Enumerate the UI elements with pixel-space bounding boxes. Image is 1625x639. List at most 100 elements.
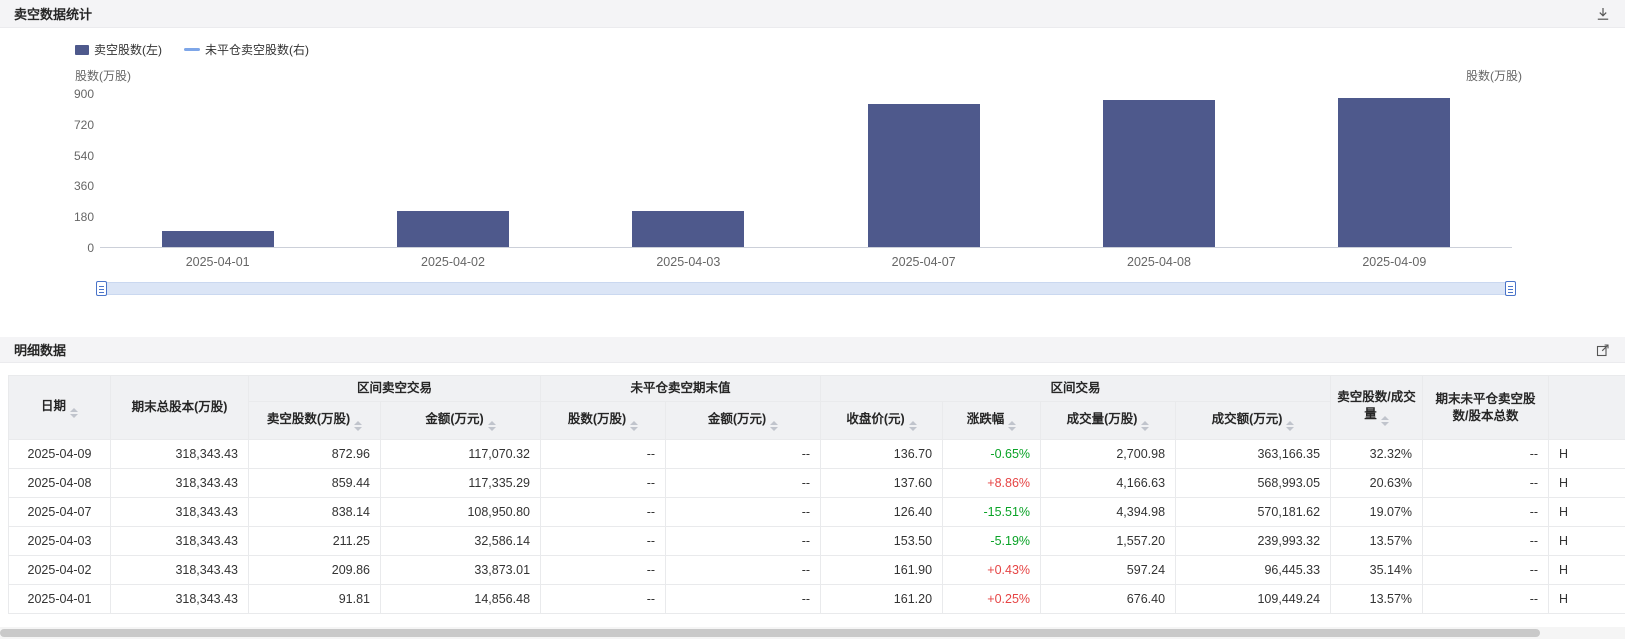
cell-volume: 4,394.98 bbox=[1040, 497, 1177, 527]
detail-data-table-container: 日期 期末总股本(万股) 区间卖空交易 未平仓卖空期末值 区间交易 卖空股数/成交量 期末未… bbox=[8, 375, 1625, 620]
y-tick-label: 540 bbox=[73, 148, 94, 163]
x-axis-label: 2025-04-08 bbox=[1127, 255, 1191, 269]
sort-icon[interactable] bbox=[1008, 420, 1017, 431]
cell-short_shares: 91.81 bbox=[248, 584, 381, 614]
sort-icon[interactable] bbox=[1380, 415, 1389, 426]
cell-total_capital: 318,343.43 bbox=[110, 497, 249, 527]
col-header-open_to_capital: 期末未平仓卖空股数/股本总数 bbox=[1422, 375, 1550, 440]
cell-close_price: 126.40 bbox=[820, 497, 944, 527]
download-icon[interactable] bbox=[1595, 6, 1611, 22]
chart-panel-title: 卖空数据统计 bbox=[14, 7, 93, 22]
cell-short_amount: 14,856.48 bbox=[379, 584, 542, 614]
cell-extra: H bbox=[1548, 555, 1625, 585]
cell-turnover: 109,449.24 bbox=[1175, 584, 1332, 614]
col-header-turnover[interactable]: 成交额(万元) bbox=[1175, 401, 1332, 440]
bar-2025-04-02 bbox=[397, 211, 509, 247]
legend-label: 未平仓卖空股数(右) bbox=[205, 43, 309, 57]
cell-open_amount: -- bbox=[665, 584, 822, 614]
col-header-open_amount[interactable]: 金额(万元) bbox=[665, 401, 822, 440]
cell-short_shares: 838.14 bbox=[248, 497, 381, 527]
cell-change_pct: -5.19% bbox=[942, 526, 1042, 556]
bar-2025-04-08 bbox=[1103, 100, 1215, 247]
cell-turnover: 239,993.32 bbox=[1175, 526, 1332, 556]
table-panel-title: 明细数据 bbox=[14, 343, 67, 358]
cell-date: 2025-04-02 bbox=[8, 555, 111, 585]
x-axis-label: 2025-04-01 bbox=[185, 255, 250, 269]
cell-short_shares: 209.86 bbox=[248, 555, 381, 585]
cell-short_shares: 211.25 bbox=[248, 526, 381, 556]
cell-close_price: 136.70 bbox=[820, 439, 944, 469]
col-header-label: 金额(万元) bbox=[707, 411, 767, 426]
x-axis-label: 2025-04-02 bbox=[421, 255, 485, 269]
y-axis-name-right: 股数(万股) bbox=[1466, 69, 1522, 83]
cell-volume: 1,557.20 bbox=[1040, 526, 1177, 556]
col-header-short_to_volume[interactable]: 卖空股数/成交量 bbox=[1330, 375, 1424, 440]
cell-short_to_volume: 13.57% bbox=[1330, 584, 1424, 614]
sort-icon[interactable] bbox=[908, 420, 917, 431]
cell-open_shares: -- bbox=[540, 526, 667, 556]
cell-open_amount: -- bbox=[665, 439, 822, 469]
cell-short_to_volume: 32.32% bbox=[1330, 439, 1424, 469]
sort-icon[interactable] bbox=[70, 407, 78, 418]
col-group-header-2: 区间交易 bbox=[820, 375, 1332, 402]
col-header-short_shares[interactable]: 卖空股数(万股) bbox=[248, 401, 381, 440]
cell-total_capital: 318,343.43 bbox=[110, 468, 249, 498]
chart-datazoom-slider[interactable] bbox=[96, 281, 1516, 296]
cell-turnover: 568,993.05 bbox=[1175, 468, 1332, 498]
legend-item-open-short-shares[interactable]: 未平仓卖空股数(右) bbox=[184, 41, 309, 58]
col-header-total_capital: 期末总股本(万股) bbox=[110, 375, 249, 440]
sort-icon[interactable] bbox=[487, 420, 496, 431]
horizontal-scrollbar-thumb[interactable] bbox=[0, 629, 1540, 637]
table-row: 2025-04-07 318,343.43 838.14 108,950.80 -- --… bbox=[8, 497, 1625, 527]
cell-open_amount: -- bbox=[665, 468, 822, 498]
cell-close_price: 161.90 bbox=[820, 555, 944, 585]
cell-turnover: 96,445.33 bbox=[1175, 555, 1332, 585]
col-header-short_amount[interactable]: 金额(万元) bbox=[379, 401, 542, 440]
col-header-date[interactable]: 日期 bbox=[8, 375, 111, 440]
col-header-label: 期末总股本(万股) bbox=[131, 400, 228, 415]
line-swatch-icon bbox=[184, 48, 200, 51]
table-row: 2025-04-01 318,343.43 91.81 14,856.48 -- -- 16… bbox=[8, 584, 1625, 614]
sort-icon[interactable] bbox=[630, 420, 639, 431]
cell-extra: H bbox=[1548, 439, 1625, 469]
col-header-open_shares[interactable]: 股数(万股) bbox=[540, 401, 667, 440]
sort-icon[interactable] bbox=[770, 420, 779, 431]
cell-short_shares: 859.44 bbox=[248, 468, 381, 498]
col-header-label: 成交量(万股) bbox=[1066, 411, 1138, 426]
col-group-header-1: 未平仓卖空期末值 bbox=[540, 375, 822, 402]
cell-date: 2025-04-09 bbox=[8, 439, 111, 469]
cell-short_amount: 32,586.14 bbox=[379, 526, 542, 556]
col-header-volume[interactable]: 成交量(万股) bbox=[1040, 401, 1177, 440]
col-header-change_pct[interactable]: 涨跌幅 bbox=[942, 401, 1042, 440]
cell-volume: 597.24 bbox=[1040, 555, 1177, 585]
cell-volume: 4,166.63 bbox=[1040, 468, 1177, 498]
col-header-close_price[interactable]: 收盘价(元) bbox=[820, 401, 944, 440]
legend-label: 卖空股数(左) bbox=[94, 43, 162, 57]
cell-close_price: 137.60 bbox=[820, 468, 944, 498]
cell-open_shares: -- bbox=[540, 584, 667, 614]
cell-change_pct: +0.43% bbox=[942, 555, 1042, 585]
detail-data-table: 日期 期末总股本(万股) 区间卖空交易 未平仓卖空期末值 区间交易 卖空股数/成交量 期末未… bbox=[8, 375, 1625, 614]
cell-short_amount: 33,873.01 bbox=[379, 555, 542, 585]
x-axis: 2025-04-01 2025-04-02 2025-04-03 2025-04-07… bbox=[100, 255, 1512, 269]
cell-change_pct: +0.25% bbox=[942, 584, 1042, 614]
col-header-label: 金额(万元) bbox=[425, 411, 484, 426]
cell-close_price: 153.50 bbox=[820, 526, 944, 556]
sort-icon[interactable] bbox=[1141, 420, 1150, 431]
export-icon[interactable] bbox=[1595, 342, 1611, 358]
table-row: 2025-04-02 318,343.43 209.86 33,873.01 -- -- 1… bbox=[8, 555, 1625, 585]
datazoom-left-handle-icon[interactable] bbox=[96, 281, 107, 296]
x-axis-label: 2025-04-07 bbox=[891, 255, 956, 269]
legend-item-short-shares[interactable]: 卖空股数(左) bbox=[75, 41, 162, 58]
chart-legend: 卖空股数(左) 未平仓卖空股数(右) bbox=[75, 41, 309, 58]
sort-icon[interactable] bbox=[1286, 420, 1295, 431]
cell-turnover: 363,166.35 bbox=[1175, 439, 1332, 469]
cell-open_shares: -- bbox=[540, 439, 667, 469]
datazoom-track[interactable] bbox=[103, 282, 1509, 295]
cell-date: 2025-04-07 bbox=[8, 497, 111, 527]
datazoom-right-handle-icon[interactable] bbox=[1505, 281, 1516, 296]
cell-extra: H bbox=[1548, 526, 1625, 556]
cell-open_shares: -- bbox=[540, 468, 667, 498]
col-group-header-0: 区间卖空交易 bbox=[247, 375, 542, 402]
sort-icon[interactable] bbox=[354, 420, 363, 431]
